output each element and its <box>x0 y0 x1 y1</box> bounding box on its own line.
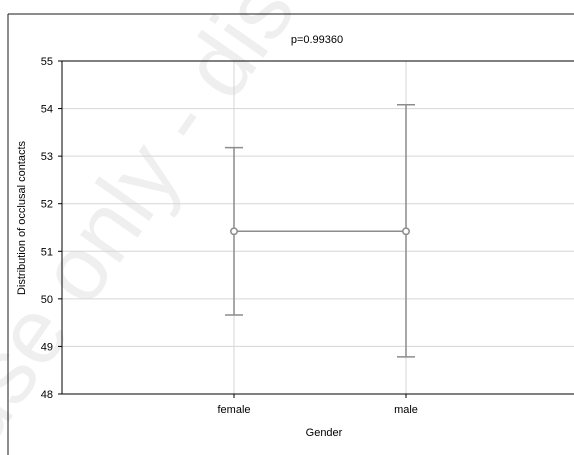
y-tick-label: 48 <box>41 389 53 401</box>
y-tick-label: 51 <box>41 246 53 258</box>
x-axis-label: Gender <box>306 427 343 439</box>
y-tick-label: 55 <box>41 56 53 68</box>
mark-layer <box>225 104 415 358</box>
chart-title: p=0.99360 <box>291 34 343 46</box>
y-tick-label: 53 <box>41 151 53 163</box>
mean-point <box>230 227 238 236</box>
x-tick-label: female <box>217 404 250 416</box>
y-tick-label: 54 <box>41 104 53 116</box>
mean-point <box>402 227 410 236</box>
grid-layer <box>62 61 574 394</box>
y-tick-label: 49 <box>41 341 53 353</box>
axis-layer: 48 49 50 51 52 53 54 55 female male <box>41 56 574 416</box>
y-axis-label: Distribution of occlusal contacts <box>16 140 28 295</box>
y-tick-label: 52 <box>41 199 53 211</box>
y-tick-label: 50 <box>41 294 53 306</box>
x-tick-label: male <box>394 404 418 416</box>
